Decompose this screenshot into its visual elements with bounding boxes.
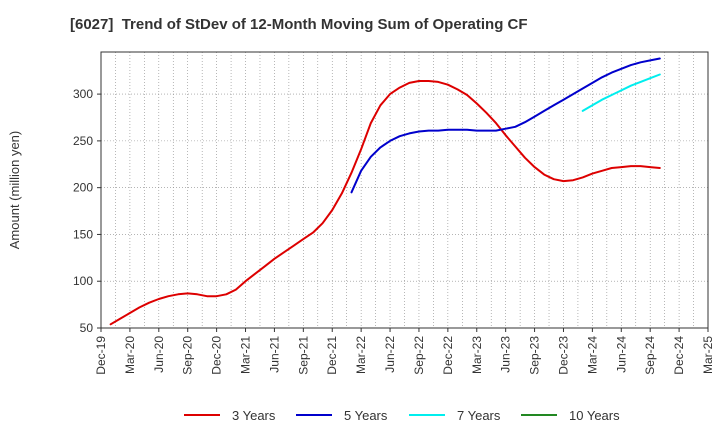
legend-label: 10 Years xyxy=(569,407,620,423)
legend-label: 5 Years xyxy=(344,407,388,423)
x-tick-label: Dec-22 xyxy=(441,336,455,375)
y-tick-label: 250 xyxy=(73,134,93,148)
y-tick-labels: 50 100 150 200 250 300 xyxy=(73,87,101,335)
series-lines xyxy=(109,57,661,326)
legend-item-3-years: 3 Years xyxy=(184,404,275,426)
x-tick-label: Jun-22 xyxy=(383,336,397,373)
x-tick-label: Dec-19 xyxy=(94,336,108,375)
x-tick-label: Dec-23 xyxy=(556,336,570,375)
x-tick-label: Sep-23 xyxy=(528,336,542,375)
x-tick-label: Dec-21 xyxy=(325,336,339,375)
x-tick-label: Sep-21 xyxy=(296,336,310,375)
y-axis-title: Amount (million yen) xyxy=(7,131,22,250)
x-tick-label: Mar-24 xyxy=(585,336,599,374)
x-tick-label: Mar-23 xyxy=(470,336,484,374)
y-tick-label: 100 xyxy=(73,274,93,288)
x-tick-label: Jun-23 xyxy=(499,336,513,373)
legend-item-5-years: 5 Years xyxy=(296,404,387,426)
x-tick-labels: Dec-19 Mar-20 Jun-20 Sep-20 Dec-20 Mar-21 Jun-… xyxy=(94,328,715,375)
legend-label: 7 Years xyxy=(457,407,501,423)
legend-swatch xyxy=(184,414,220,416)
x-tick-label: Jun-20 xyxy=(152,336,166,373)
x-tick-label: Sep-22 xyxy=(412,336,426,375)
y-tick-label: 50 xyxy=(80,321,94,335)
legend-swatch xyxy=(409,414,445,416)
x-tick-label: Dec-20 xyxy=(210,336,224,375)
x-tick-label: Sep-20 xyxy=(181,336,195,375)
y-tick-label: 300 xyxy=(73,87,93,101)
y-tick-label: 150 xyxy=(73,227,93,241)
x-tick-label: Mar-20 xyxy=(123,336,137,374)
x-tick-label: Jun-21 xyxy=(267,336,281,373)
x-tick-label: Jun-24 xyxy=(614,336,628,373)
series-line-5-years xyxy=(350,57,661,194)
legend-item-10-years: 10 Years xyxy=(521,404,620,426)
legend-swatch xyxy=(521,414,557,416)
series-line-3-years xyxy=(109,80,661,326)
legend-item-7-years: 7 Years xyxy=(409,404,500,426)
legend-swatch xyxy=(296,414,332,416)
x-tick-label: Mar-21 xyxy=(239,336,253,374)
plot-frame xyxy=(100,51,709,329)
x-tick-label: Mar-22 xyxy=(354,336,368,374)
x-tick-label: Mar-25 xyxy=(701,336,715,374)
x-tick-label: Dec-24 xyxy=(672,336,686,375)
legend-label: 3 Years xyxy=(232,407,276,423)
y-tick-label: 200 xyxy=(73,181,93,195)
legend: 3 Years 5 Years 7 Years 10 Years xyxy=(0,404,720,426)
x-tick-label: Sep-24 xyxy=(643,336,657,375)
chart-title: [6027] Trend of StDev of 12-Month Moving… xyxy=(70,16,528,33)
series-line-7-years xyxy=(581,73,661,112)
